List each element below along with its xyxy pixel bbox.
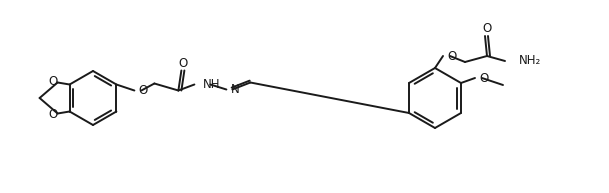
Text: O: O [479,71,488,85]
Text: O: O [482,23,491,36]
Text: O: O [48,75,57,88]
Text: O: O [48,108,57,121]
Text: O: O [447,49,456,63]
Text: NH₂: NH₂ [519,54,541,68]
Text: O: O [179,57,188,70]
Text: O: O [138,84,147,97]
Text: NH: NH [202,78,220,91]
Text: N: N [230,83,239,96]
